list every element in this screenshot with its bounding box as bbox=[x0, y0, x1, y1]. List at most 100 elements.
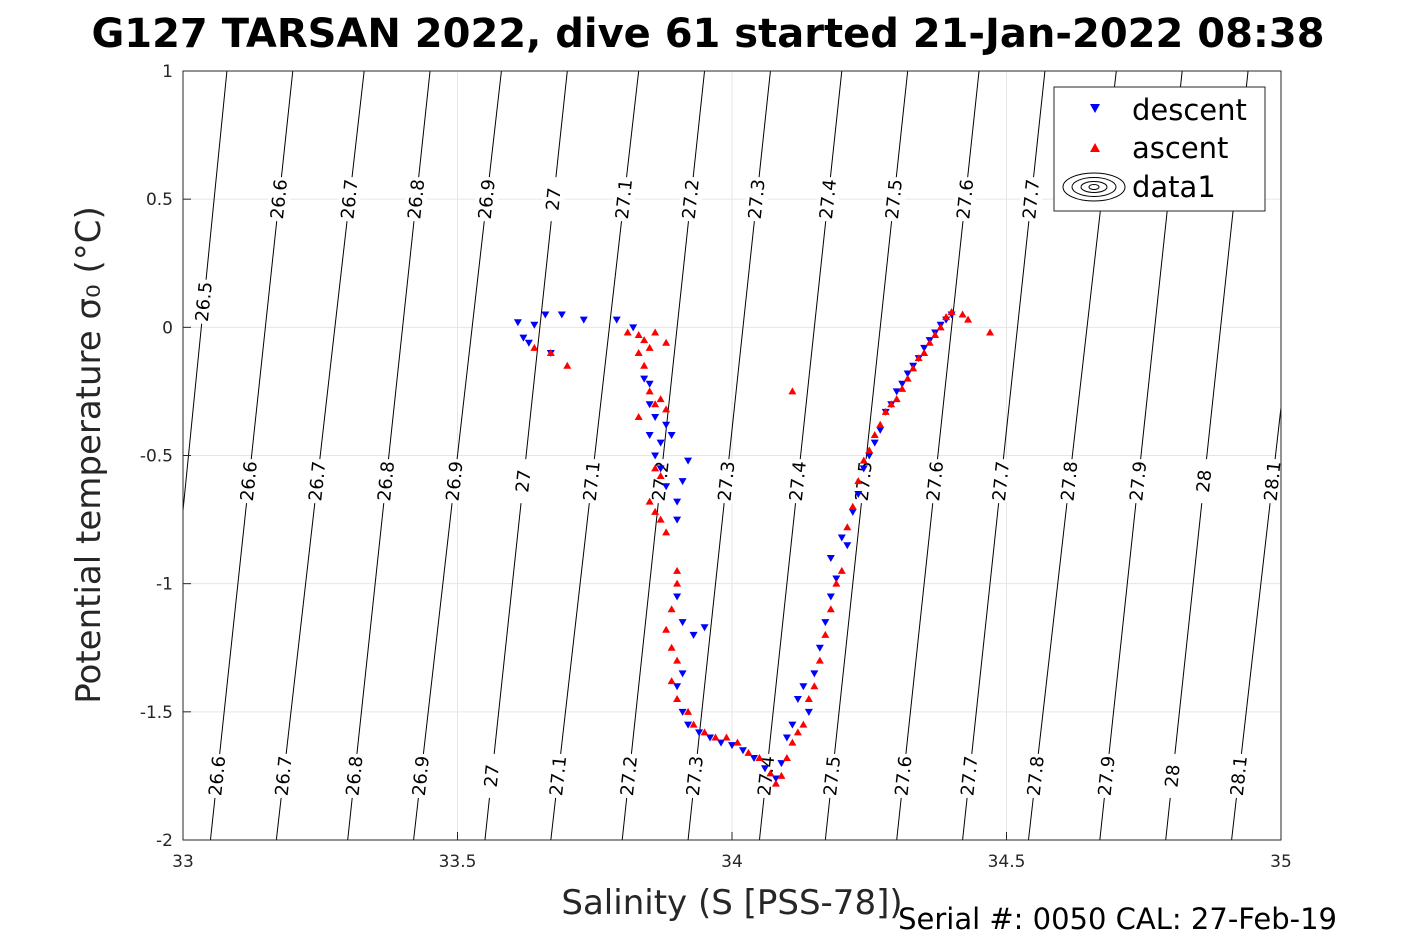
isopycnal-label: 26.8 bbox=[343, 755, 368, 797]
descent-point bbox=[656, 439, 665, 447]
descent-point bbox=[821, 619, 830, 627]
ascent-point bbox=[958, 310, 967, 318]
descent-point bbox=[832, 575, 841, 583]
descent-point bbox=[612, 316, 621, 324]
descent-point bbox=[859, 465, 868, 473]
descent-point bbox=[530, 321, 539, 329]
descent-point bbox=[771, 775, 780, 783]
isopycnal-label-bg bbox=[237, 459, 260, 504]
ascent-point bbox=[843, 523, 852, 531]
descent-point bbox=[684, 721, 693, 729]
figure-title: G127 TARSAN 2022, dive 61 started 21-Jan… bbox=[91, 11, 1324, 57]
y-axis-ticks: -2 -1.5 -1 -0.5 0 0.5 1 bbox=[140, 62, 191, 851]
ascent-point bbox=[651, 464, 660, 472]
isopycnal-label: 28 bbox=[1193, 469, 1216, 494]
descent-point bbox=[865, 452, 874, 460]
descent-point bbox=[651, 452, 660, 460]
descent-point bbox=[793, 696, 802, 704]
isopycnal-label-bg bbox=[268, 177, 291, 222]
descent-point bbox=[870, 439, 879, 447]
ascent-point bbox=[673, 579, 682, 587]
ascent-point bbox=[832, 579, 841, 587]
ascent-point bbox=[804, 695, 813, 703]
ascent-point bbox=[898, 384, 907, 392]
descent-point bbox=[706, 734, 715, 742]
isopycnal-label: 27.4 bbox=[786, 460, 811, 502]
isopycnal-label: 27.8 bbox=[1057, 460, 1082, 502]
isopycnal-label: 27.7 bbox=[989, 460, 1014, 502]
isopycnal-label-bg bbox=[755, 753, 778, 798]
isopycnal-label: 27.3 bbox=[745, 178, 770, 220]
ascent-point bbox=[947, 307, 956, 315]
ascent-point bbox=[755, 753, 764, 761]
isopycnal-label-bg bbox=[892, 753, 915, 798]
descent-point bbox=[673, 498, 682, 506]
ascent-point bbox=[667, 677, 676, 685]
isopycnal-label: 26.9 bbox=[475, 178, 500, 220]
ascent-point bbox=[865, 446, 874, 454]
ascent-point bbox=[673, 566, 682, 574]
ascent-point bbox=[815, 656, 824, 664]
isopycnal-label-bg bbox=[1261, 459, 1284, 504]
isopycnal-label-bg bbox=[1024, 753, 1047, 798]
isopycnal-label: 26.8 bbox=[374, 460, 399, 502]
isopycnal-label: 26.7 bbox=[337, 178, 362, 220]
descent-point bbox=[892, 388, 901, 396]
descent-point bbox=[645, 401, 654, 409]
serial-cal-footer: Serial #: 0050 CAL: 27-Feb-19 bbox=[898, 902, 1337, 936]
ascent-point bbox=[667, 643, 676, 651]
descent-point bbox=[640, 375, 649, 383]
ascent-point bbox=[640, 336, 649, 344]
ascent-point bbox=[662, 405, 671, 413]
y-tick-label: -1.5 bbox=[140, 703, 173, 723]
isopycnal-label-bg bbox=[405, 177, 428, 222]
descent-point bbox=[673, 683, 682, 691]
descent-point bbox=[673, 593, 682, 601]
isopycnal-label: 27.9 bbox=[1126, 460, 1151, 502]
isopycnal-label: 27.4 bbox=[816, 178, 841, 220]
x-axis-ticks: 33 33.5 34 34.5 35 bbox=[172, 832, 1292, 872]
isopycnal-label: 27.5 bbox=[820, 755, 845, 797]
ascent-point bbox=[656, 515, 665, 523]
ascent-point bbox=[854, 477, 863, 485]
descent-point bbox=[519, 334, 528, 342]
isopycnal-label: 27.2 bbox=[679, 178, 704, 220]
isopycnal-label-bg bbox=[580, 459, 603, 504]
descent-point bbox=[645, 380, 654, 388]
isopycnal-label: 28.1 bbox=[1227, 755, 1252, 797]
data-points bbox=[513, 307, 995, 787]
ascent-point bbox=[788, 387, 797, 395]
descent-point bbox=[689, 631, 698, 639]
descent-point bbox=[782, 734, 791, 742]
descent-point bbox=[662, 421, 671, 429]
isopycnal-label-bg bbox=[375, 459, 398, 504]
y-tick-label: 0 bbox=[162, 318, 173, 338]
descent-point bbox=[738, 747, 747, 755]
descent-point bbox=[788, 721, 797, 729]
isopycnal-label-bg bbox=[683, 753, 706, 798]
descent-point bbox=[656, 465, 665, 473]
descent-point bbox=[843, 542, 852, 550]
ascent-point bbox=[848, 502, 857, 510]
descent-point bbox=[854, 490, 863, 498]
legend-descent-marker bbox=[1090, 104, 1100, 113]
ascent-point bbox=[700, 728, 709, 736]
descent-point bbox=[673, 516, 682, 524]
isopycnal-label: 27.6 bbox=[923, 460, 948, 502]
descent-point bbox=[804, 708, 813, 716]
descent-point bbox=[678, 478, 687, 486]
ascent-point bbox=[771, 779, 780, 787]
isopycnal-label: 26.9 bbox=[443, 460, 468, 502]
ascent-point bbox=[859, 456, 868, 464]
isopycnal-label-bg bbox=[272, 753, 295, 798]
ascent-point bbox=[634, 331, 643, 339]
ascent-point bbox=[821, 630, 830, 638]
ascent-point bbox=[722, 733, 731, 741]
descent-point bbox=[760, 765, 769, 773]
isopycnal-label-bg bbox=[786, 459, 809, 504]
y-tick-label: -1 bbox=[156, 575, 173, 595]
ascent-point bbox=[684, 707, 693, 715]
isopycnal-label-bg bbox=[618, 753, 641, 798]
ascent-point bbox=[782, 753, 791, 761]
isopycnal-label: 28 bbox=[1161, 763, 1184, 788]
